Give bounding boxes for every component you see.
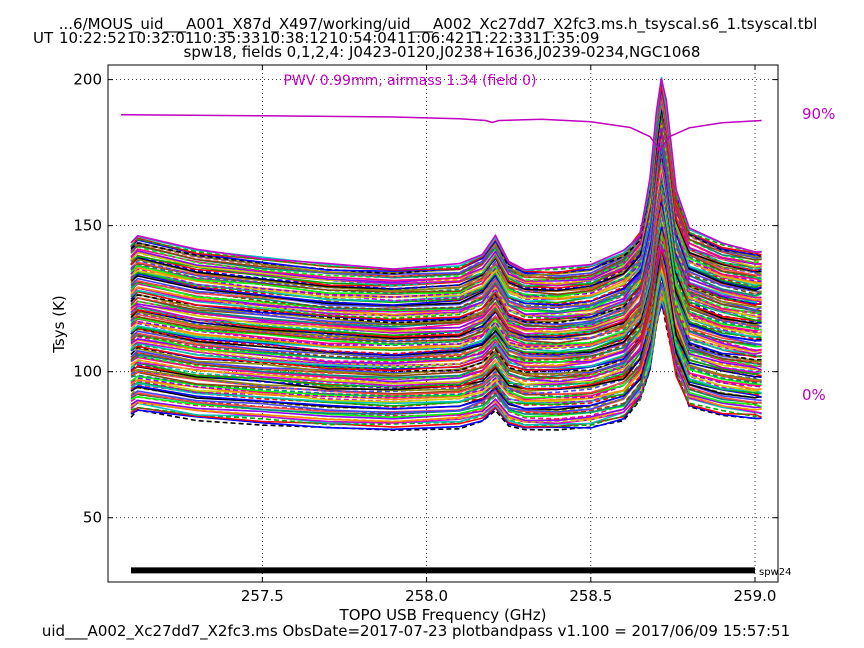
tsys-series-line <box>130 182 762 346</box>
axis-ticks: 257.5 258.0 258.5 259.0 50 100 150 200 <box>73 65 778 605</box>
x-tick-label: 258.0 <box>405 587 448 605</box>
tsys-series-line <box>130 259 762 400</box>
tsys-series-line <box>130 300 762 432</box>
x-tick-label: 257.5 <box>241 587 284 605</box>
tsys-series-line <box>130 225 762 376</box>
tsys-series-line <box>130 250 762 393</box>
ut-time: 10:54:04 <box>329 29 396 47</box>
annotations: PWV 0.99mm, airmass 1.34 (field 0) 90% 0… <box>283 73 835 578</box>
y-tick-label: 150 <box>73 217 102 235</box>
tsys-series-line <box>130 272 762 412</box>
tsys-series-line <box>130 143 762 319</box>
tsys-series-line <box>130 258 762 398</box>
chart-title: ...6/MOUS_uid___A001_X87d_X497/working/u… <box>59 15 818 34</box>
tsys-series-line <box>130 282 762 414</box>
y-tick-label: 50 <box>83 509 102 527</box>
footer-text: uid___A002_Xc27dd7_X2fc3.ms ObsDate=2017… <box>42 622 790 641</box>
ut-time: 10:38:12 <box>261 29 328 47</box>
ut-time: 11:06:42 <box>397 29 464 47</box>
atm-transmission-group <box>121 113 762 574</box>
tsys-series-line <box>130 116 762 298</box>
tsys-series-line <box>130 283 762 422</box>
tsys-series-line <box>130 248 762 391</box>
ut-time: 10:32:01 <box>127 29 194 47</box>
tsys-series-line <box>130 86 762 274</box>
ut-time: 10:22:52 <box>59 29 126 47</box>
spw-bar-label: spw24 <box>759 567 791 578</box>
pwv-annotation: PWV 0.99mm, airmass 1.34 (field 0) <box>283 73 536 89</box>
ut-time: 11:35:09 <box>532 29 599 47</box>
atm-transmission-line <box>121 113 762 151</box>
tsys-series-line <box>130 101 762 290</box>
x-tick-label: 258.5 <box>569 587 612 605</box>
tsys-series-line <box>130 238 762 388</box>
tsys-series-line <box>130 201 762 359</box>
x-tick-label: 259.0 <box>734 587 777 605</box>
header: ...6/MOUS_uid___A001_X87d_X497/working/u… <box>33 15 817 61</box>
series-group <box>130 77 762 432</box>
tsys-series-line <box>130 78 762 271</box>
tsys-series-line <box>130 174 762 336</box>
plot-frame <box>107 64 779 583</box>
tsys-series-line <box>130 127 762 308</box>
tsys-series-line <box>130 98 762 289</box>
y-axis-label: Tsys (K) <box>50 295 68 354</box>
y-tick-label: 100 <box>73 363 102 381</box>
chart-subtitle: spw18, fields 0,1,2,4: J0423-0120,J0238+… <box>184 43 701 61</box>
tsys-series-line <box>130 265 762 404</box>
tsys-series-line <box>130 238 762 386</box>
y-tick-label: 200 <box>73 71 102 89</box>
atm-scale-top-label: 90% <box>802 105 835 123</box>
tsys-series-line <box>130 149 762 320</box>
ut-time: 11:22:33 <box>465 29 532 47</box>
x-axis-label: TOPO USB Frequency (GHz) <box>339 606 547 624</box>
atm-scale-bottom-label: 0% <box>802 386 826 404</box>
tsys-series-line <box>130 274 762 411</box>
ut-time: 10:35:33 <box>193 29 260 47</box>
tsys-series-line <box>130 295 762 428</box>
ut-label: UT <box>33 29 54 47</box>
